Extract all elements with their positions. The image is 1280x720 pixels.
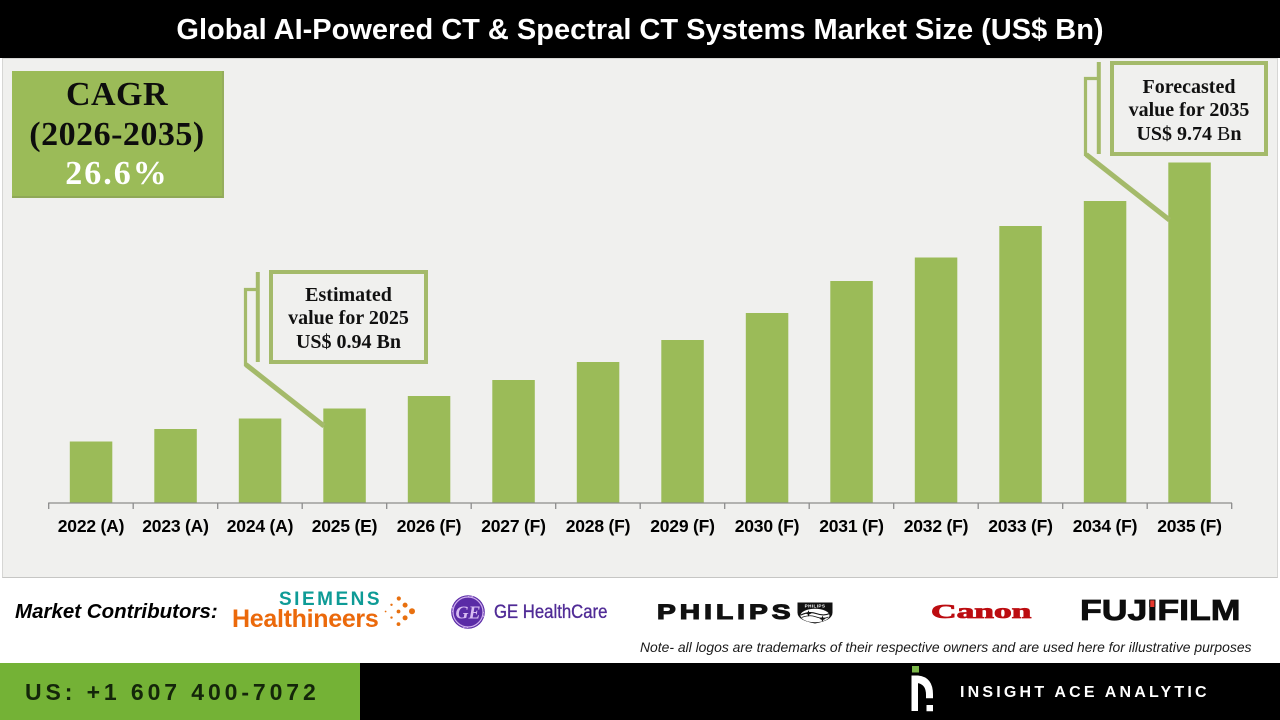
svg-text:GE: GE [455,603,480,623]
svg-text:PHILIPS: PHILIPS [805,604,826,609]
